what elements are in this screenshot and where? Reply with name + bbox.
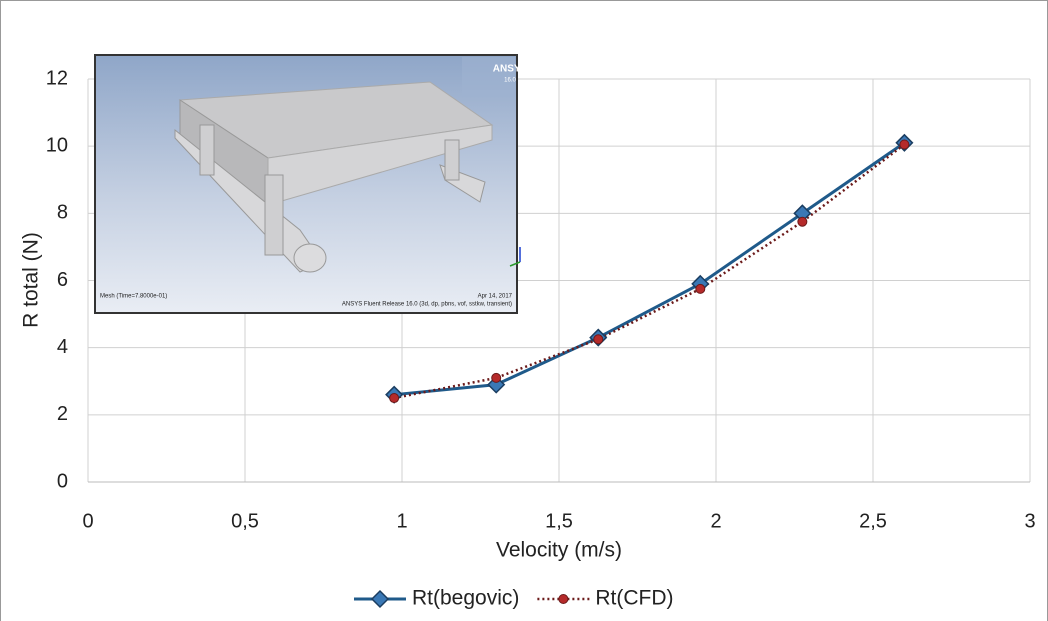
- y-tick-label: 2: [57, 403, 68, 425]
- brand: ANSYS: [493, 64, 528, 75]
- x-tick-label: 2,5: [859, 510, 887, 532]
- y-tick-label: 4: [57, 336, 68, 358]
- marker: [696, 284, 705, 293]
- legend-marker: [559, 595, 568, 604]
- x-tick-label: 0: [82, 510, 93, 532]
- version: 16.0: [504, 78, 516, 84]
- x-tick-label: 0,5: [231, 510, 259, 532]
- y-tick-label: 0: [57, 470, 68, 492]
- x-axis-title: Velocity (m/s): [496, 539, 622, 562]
- strut: [265, 175, 283, 255]
- legend-marker: [372, 591, 388, 607]
- y-tick-label: 10: [46, 134, 68, 156]
- y-tick-label: 8: [57, 202, 68, 224]
- release: ANSYS Fluent Release 16.0 (3d, dp, pbns,…: [342, 302, 512, 308]
- y-tick-label: 6: [57, 269, 68, 291]
- x-tick-label: 2: [710, 510, 721, 532]
- y-axis-title: R total (N): [20, 232, 43, 328]
- mesh-note: Mesh (Time=7.8000e-01): [100, 294, 167, 300]
- inset-image: ANSYS 16.0 Mesh (Time=7.8000e-01) Apr 14…: [95, 55, 528, 313]
- y-tick-label: 12: [46, 67, 68, 89]
- hull-left-end: [294, 244, 326, 272]
- marker: [492, 373, 501, 382]
- x-tick-label: 1,5: [545, 510, 573, 532]
- date: Apr 14, 2017: [478, 294, 513, 300]
- chart: ANSYS 16.0 Mesh (Time=7.8000e-01) Apr 14…: [0, 0, 1048, 621]
- marker: [798, 217, 807, 226]
- strut: [445, 140, 459, 180]
- legend-label: Rt(begovic): [412, 587, 519, 610]
- marker: [594, 335, 603, 344]
- strut: [200, 125, 214, 175]
- legend-label: Rt(CFD): [595, 587, 673, 610]
- x-tick-label: 3: [1024, 510, 1035, 532]
- x-tick-label: 1: [396, 510, 407, 532]
- marker: [900, 140, 909, 149]
- marker: [390, 394, 399, 403]
